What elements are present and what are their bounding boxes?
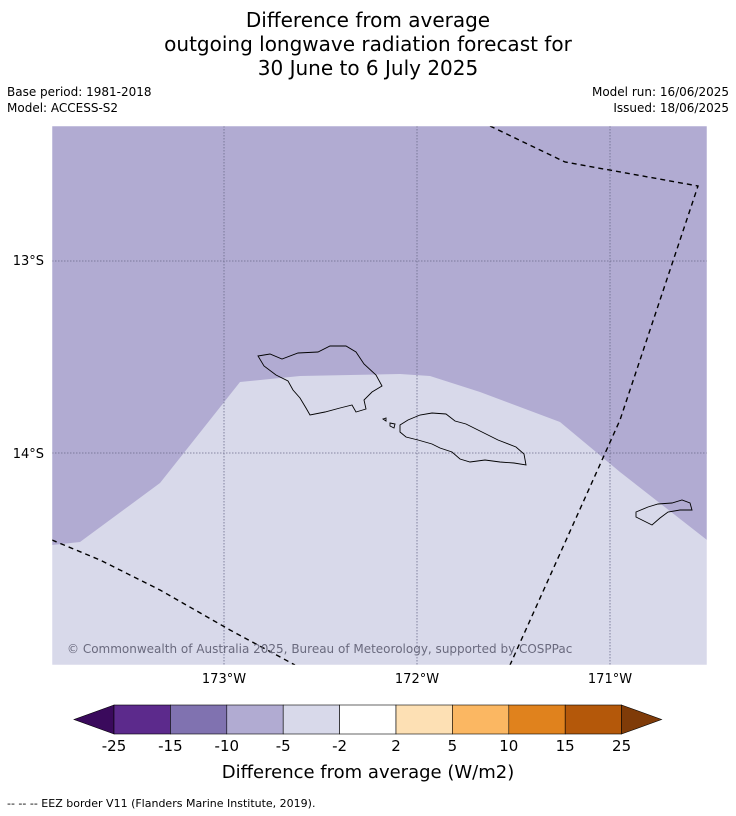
map-area: © Commonwealth of Australia 2025, Bureau… [52,126,707,665]
islands [257,345,693,526]
colorbar-tick-label: 10 [499,737,518,755]
colorbar-tick-label: -5 [276,737,291,755]
title-line-1: Difference from average [245,8,491,32]
map-figure: © Commonwealth of Australia 2025, Bureau… [13,125,708,783]
colorbar-segment [339,704,397,735]
colorbar-tick-label: -15 [158,737,183,755]
colorbar-segment [170,704,228,735]
base-period: Base period: 1981-2018 [7,85,152,99]
axis-labels: 13°S 14°S 173°W 172°W 171°W [13,254,633,687]
eez-border-southwest [52,539,296,665]
gridlines [52,126,707,665]
eez-legend-note: -- -- -- EEZ border V11 (Flanders Marine… [7,797,316,810]
tutuila-island [635,499,693,526]
colorbar-tick-label: 2 [391,737,401,755]
colorbar-segment [452,704,510,735]
upolu-island [399,412,527,466]
colorbar-label: Difference from average (W/m2) [222,762,514,783]
lat-label-14s: 14°S [13,447,44,462]
lat-label-13s: 13°S [13,254,44,269]
issued-date: Issued: 18/06/2025 [613,101,729,115]
colorbar-segment [508,704,566,735]
manono-island [389,422,396,429]
model-run: Model run: 16/06/2025 [591,85,729,99]
copyright-text: © Commonwealth of Australia 2025, Bureau… [67,642,572,656]
lon-label-173w: 173°W [202,672,246,687]
colorbar-under-arrow [73,704,115,735]
colorbar-tick-label: -2 [332,737,347,755]
colorbar-segment [113,704,171,735]
colorbar-segment [282,704,340,735]
colorbar-tick-label: -10 [215,737,240,755]
eez-border-east [489,126,699,665]
colorbar-tick-label: 5 [448,737,458,755]
lon-label-171w: 171°W [588,672,632,687]
savaii-island [257,345,383,416]
colorbar-tick-label: 25 [612,737,631,755]
model-name: Model: ACCESS-S2 [7,101,119,115]
colorbar-segment [564,704,622,735]
colorbar: -25 -15 -10 -5 -2 2 5 10 15 25 [73,704,663,755]
title-line-2: outgoing longwave radiation forecast for [164,32,572,56]
apolima-island [381,417,387,422]
colorbar-tick-label: -25 [102,737,127,755]
eez-border [52,126,699,665]
title-line-3: 30 June to 6 July 2025 [257,56,479,80]
olr-region-minus2-plus2 [52,374,707,665]
colorbar-tick-label: 15 [556,737,575,755]
lon-label-172w: 172°W [395,672,439,687]
colorbar-over-arrow [621,704,663,735]
colorbar-segment [395,704,453,735]
colorbar-segment [226,704,284,735]
map-frame [51,125,708,666]
